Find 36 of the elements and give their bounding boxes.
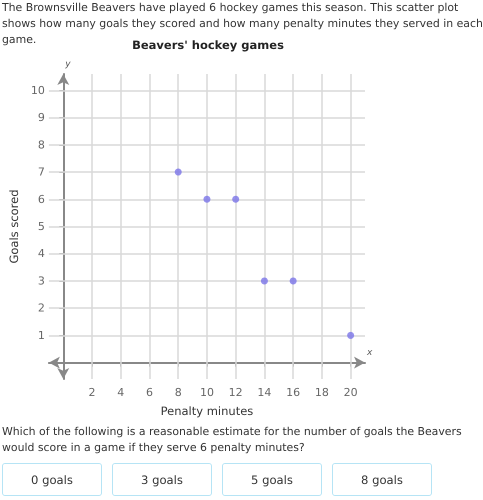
- y-tick-label: 5: [38, 220, 45, 233]
- x-tick-label: 14: [257, 386, 272, 399]
- y-tick-label: 6: [38, 192, 45, 206]
- y-tick-label: 10: [30, 84, 45, 97]
- y-axis-title: Goals scored: [7, 189, 21, 264]
- x-tick-label: 6: [146, 386, 153, 399]
- y-tick-label: 2: [38, 302, 45, 315]
- x-tick-label: 4: [117, 386, 124, 399]
- y-tick-label: 1: [38, 328, 45, 342]
- point: [203, 196, 210, 203]
- y-tick-label: 7: [38, 166, 45, 179]
- x-tick-label: 2: [88, 386, 96, 399]
- chart-title: Beavers' hockey games: [132, 38, 284, 52]
- y-tick-label: 8: [38, 138, 45, 152]
- y-tick-label: 4: [38, 247, 45, 260]
- x-tick-label: 8: [174, 386, 182, 399]
- text: Which of the following is a reasonable estimate for the number of goals the Beavers would score in a game if they serve 6 penalty minutes?: [2, 424, 463, 456]
- y-tick-label: 3: [38, 274, 45, 288]
- text: 0 goals: [2, 463, 102, 496]
- text: y: [64, 60, 72, 70]
- text: 8 goals: [332, 463, 432, 496]
- x-axis-title: Penalty minutes: [160, 404, 254, 418]
- x-tick-label: 16: [286, 386, 300, 399]
- point: [232, 196, 240, 203]
- x-tick-label: 12: [228, 386, 243, 399]
- point: [347, 332, 354, 339]
- x-tick-label: 18: [314, 386, 329, 399]
- point: [174, 168, 182, 176]
- y-tick-label: 9: [38, 111, 45, 124]
- point: [260, 277, 268, 284]
- point: [290, 277, 297, 284]
- x-tick-label: 20: [344, 386, 358, 399]
- text: x: [366, 348, 373, 358]
- text: 5 goals: [222, 463, 322, 496]
- text: 3 goals: [112, 463, 212, 496]
- x-tick-label: 10: [200, 386, 214, 399]
